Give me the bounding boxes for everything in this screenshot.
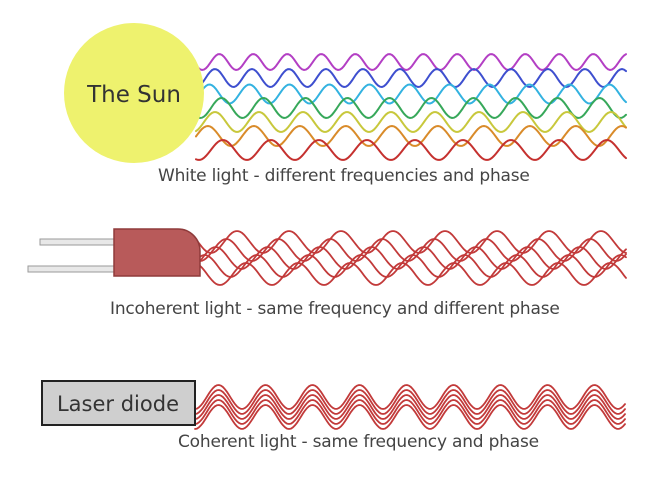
incoherent-light-wave [197, 254, 627, 278]
incoherent-light-caption: Incoherent light - same frequency and di… [110, 299, 560, 319]
white-light-wave [195, 111, 627, 133]
white-light-wave [195, 67, 627, 89]
coherent-light-wave [194, 394, 626, 420]
white-light-wave [195, 139, 627, 161]
incoherent-light-wave [197, 262, 627, 286]
sun-label: The Sun [86, 82, 181, 108]
white-light-waves [195, 53, 627, 161]
sun-icon [64, 23, 204, 163]
white-light-wave [195, 96, 627, 120]
coherent-light-waves [194, 384, 626, 430]
laser-diode-box [41, 380, 196, 426]
led-lead-upper [39, 238, 116, 246]
white-light-wave [195, 53, 627, 72]
led-icon [27, 228, 201, 277]
incoherent-light-wave [197, 238, 627, 262]
coherent-light-wave [194, 399, 626, 425]
coherent-light-wave [194, 389, 626, 415]
led-body [113, 228, 201, 277]
coherent-light-wave [194, 384, 626, 410]
white-light-wave [195, 124, 627, 147]
coherent-light-wave [194, 404, 626, 430]
white-light-caption: White light - different frequencies and … [158, 166, 530, 186]
laser-diode-label: Laser diode [57, 392, 179, 416]
led-lead-lower [27, 265, 116, 273]
incoherent-light-waves [197, 230, 627, 286]
incoherent-light-wave [197, 230, 627, 254]
white-light-wave [195, 83, 627, 105]
coherent-light-caption: Coherent light - same frequency and phas… [178, 432, 539, 452]
